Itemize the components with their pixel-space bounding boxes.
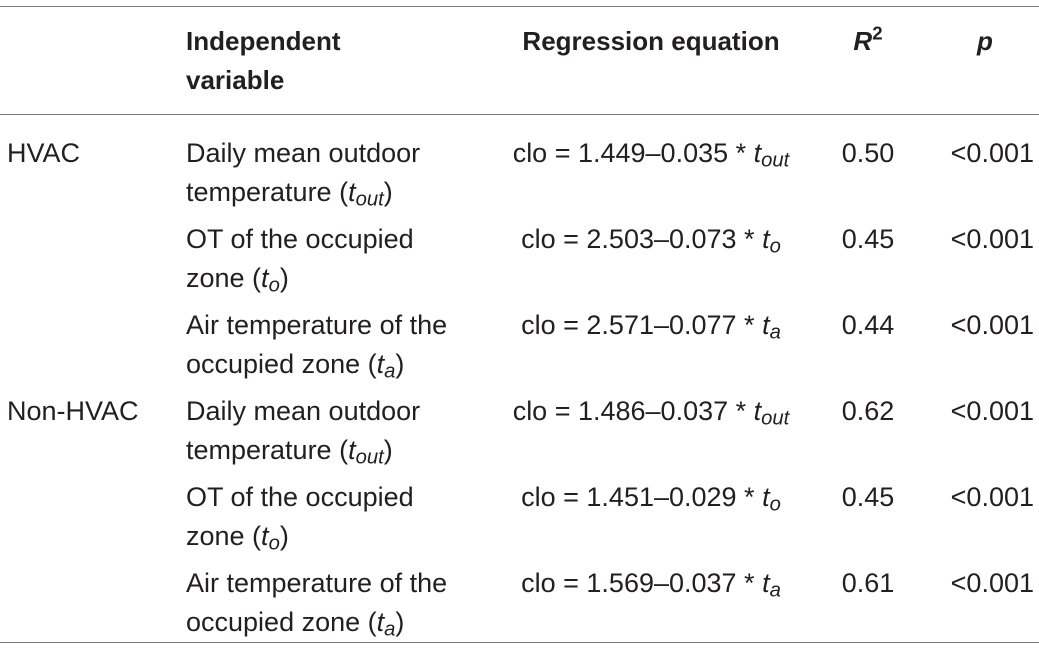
variable-line-1: OT of the occupied: [186, 482, 414, 512]
variable-line-1: Daily mean outdoor: [186, 396, 421, 426]
row-r-squared: 0.44: [841, 310, 895, 340]
row-independent-variable: Air temperature of the occupied zone (ta): [186, 306, 486, 391]
variable-line-1: OT of the occupied: [186, 224, 414, 254]
row-r-squared: 0.50: [841, 138, 895, 168]
variable-line-2: temperature (tout): [186, 177, 393, 211]
row-p-value: <0.001: [950, 482, 1034, 512]
variable-line-1: Air temperature of the: [186, 568, 448, 598]
row-p-value: <0.001: [950, 396, 1034, 426]
row-p-value: <0.001: [950, 138, 1034, 168]
variable-line-2: zone (to): [186, 521, 289, 555]
row-independent-variable: OT of the occupied zone (to): [186, 478, 486, 563]
variable-line-2: occupied zone (ta): [186, 607, 405, 641]
row-group-label: HVAC: [7, 138, 81, 168]
row-p-value: <0.001: [950, 568, 1034, 598]
row-independent-variable: Daily mean outdoor temperature (tout): [186, 134, 486, 219]
table-bottom-rule: [0, 642, 1039, 643]
row-regression-equation: clo = 2.503–0.073 * to: [521, 224, 781, 258]
variable-line-2: zone (to): [186, 263, 289, 297]
table-top-rule: [0, 6, 1039, 7]
variable-line-2: occupied zone (ta): [186, 349, 405, 383]
header-regression-equation: Regression equation: [522, 26, 780, 56]
row-p-value: <0.001: [950, 224, 1034, 254]
row-group-label: Non-HVAC: [7, 396, 139, 426]
row-regression-equation: clo = 1.449–0.035 * tout: [512, 138, 790, 172]
row-r-squared: 0.45: [841, 482, 895, 512]
variable-line-2: temperature (tout): [186, 435, 393, 469]
row-independent-variable: Daily mean outdoor temperature (tout): [186, 392, 486, 477]
row-regression-equation: clo = 1.569–0.037 * ta: [521, 568, 781, 602]
row-r-squared: 0.45: [841, 224, 895, 254]
table-header-rule: [0, 114, 1039, 115]
row-r-squared: 0.61: [841, 568, 895, 598]
row-p-value: <0.001: [950, 310, 1034, 340]
row-regression-equation: clo = 2.571–0.077 * ta: [521, 310, 781, 344]
row-regression-equation: clo = 1.451–0.029 * to: [521, 482, 781, 516]
row-regression-equation: clo = 1.486–0.037 * tout: [512, 396, 790, 430]
variable-line-1: Air temperature of the: [186, 310, 448, 340]
variable-line-1: Daily mean outdoor: [186, 138, 421, 168]
header-p-value: p: [977, 26, 993, 56]
row-independent-variable: OT of the occupied zone (to): [186, 220, 486, 305]
header-r-squared: R2: [853, 22, 883, 56]
row-r-squared: 0.62: [841, 396, 895, 426]
header-independent-variable: Independent variable: [186, 26, 341, 95]
row-independent-variable: Air temperature of the occupied zone (ta): [186, 564, 486, 649]
